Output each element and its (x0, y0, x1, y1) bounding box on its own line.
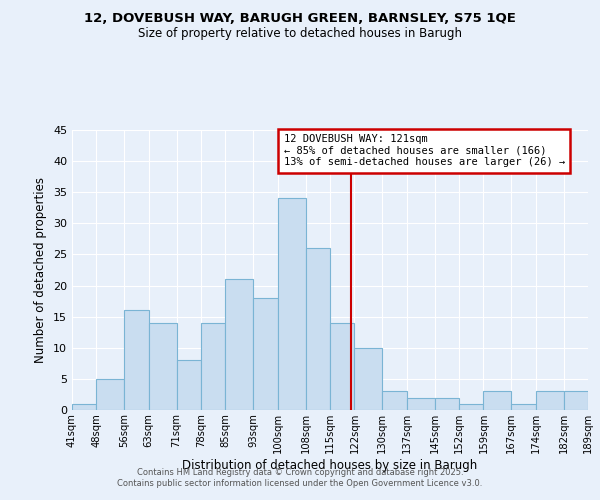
Bar (355, 348, 382, 410)
Bar (253, 298, 278, 410)
Bar (226, 280, 253, 410)
Bar (149, 323, 176, 410)
Bar (72, 404, 97, 410)
Bar (124, 310, 149, 410)
Bar (434, 398, 459, 410)
Bar (330, 323, 355, 410)
Bar (278, 198, 305, 410)
Y-axis label: Number of detached properties: Number of detached properties (34, 177, 47, 363)
Bar (201, 323, 226, 410)
Bar (176, 360, 201, 410)
Bar (305, 248, 330, 410)
Bar (563, 392, 588, 410)
Bar (407, 398, 434, 410)
Text: Size of property relative to detached houses in Barugh: Size of property relative to detached ho… (138, 28, 462, 40)
Text: 12 DOVEBUSH WAY: 121sqm
← 85% of detached houses are smaller (166)
13% of semi-d: 12 DOVEBUSH WAY: 121sqm ← 85% of detache… (284, 134, 565, 168)
Bar (382, 392, 407, 410)
X-axis label: Distribution of detached houses by size in Barugh: Distribution of detached houses by size … (182, 458, 478, 471)
Bar (536, 392, 563, 410)
Bar (459, 404, 484, 410)
Text: Contains HM Land Registry data © Crown copyright and database right 2025.
Contai: Contains HM Land Registry data © Crown c… (118, 468, 482, 487)
Bar (484, 392, 511, 410)
Bar (97, 379, 124, 410)
Bar (511, 404, 536, 410)
Text: 12, DOVEBUSH WAY, BARUGH GREEN, BARNSLEY, S75 1QE: 12, DOVEBUSH WAY, BARUGH GREEN, BARNSLEY… (84, 12, 516, 26)
